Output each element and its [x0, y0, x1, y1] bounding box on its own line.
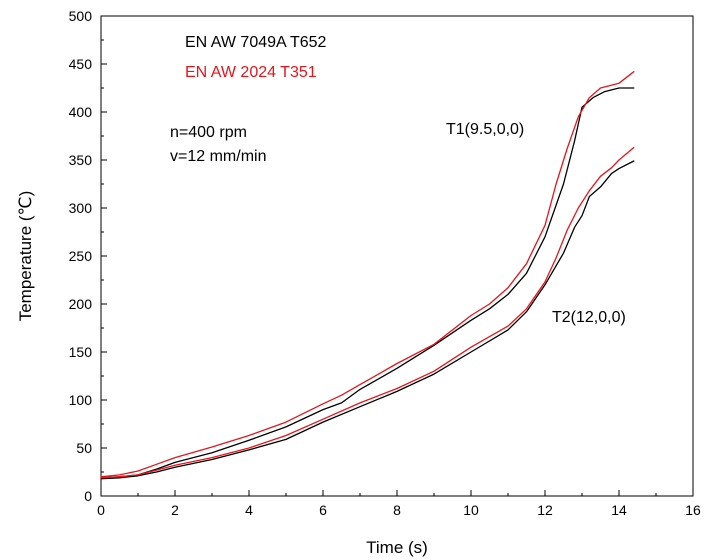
y-tick-label: 50 [76, 440, 92, 456]
x-tick-label: 16 [685, 502, 701, 518]
legend-entry-7049a: EN AW 7049A T652 [185, 34, 327, 51]
y-axis-title: Temperature (℃) [16, 191, 35, 322]
y-tick-label: 300 [69, 200, 93, 216]
series-line-3 [100, 146, 635, 479]
annotation-traverse-speed: v=12 mm/min [170, 148, 266, 165]
x-tick-label: 14 [611, 502, 627, 518]
annotation-t1-probe: T1(9.5,0,0) [446, 121, 524, 138]
y-tick-label: 100 [69, 392, 93, 408]
axis-tick-labels: 0 2 4 6 8 10 12 14 16 0 50 100 150 200 250 300 350 400 450… [69, 8, 701, 518]
y-tick-label: 450 [69, 56, 93, 72]
x-tick-label: 2 [171, 502, 179, 518]
x-tick-label: 6 [319, 502, 327, 518]
x-axis-title: Time (s) [366, 538, 428, 557]
series-lines [100, 71, 635, 480]
x-tick-label: 4 [245, 502, 253, 518]
x-tick-label: 0 [97, 502, 105, 518]
y-tick-label: 350 [69, 152, 93, 168]
series-line-0 [100, 87, 635, 479]
annotation-rotation-speed: n=400 rpm [170, 124, 247, 141]
x-tick-label: 10 [463, 502, 479, 518]
y-tick-label: 0 [84, 488, 92, 504]
y-tick-label: 250 [69, 248, 93, 264]
x-tick-label: 8 [393, 502, 401, 518]
y-tick-label: 200 [69, 296, 93, 312]
y-tick-label: 150 [69, 344, 93, 360]
annotation-t2-probe: T2(12,0,0) [552, 309, 626, 326]
y-tick-label: 400 [69, 104, 93, 120]
legend-entry-2024: EN AW 2024 T351 [185, 64, 317, 81]
x-tick-label: 12 [537, 502, 553, 518]
axis-ticks [100, 15, 694, 497]
series-line-2 [100, 160, 635, 480]
series-line-1 [100, 71, 635, 478]
plot-frame [100, 15, 694, 497]
y-tick-label: 500 [69, 8, 93, 24]
